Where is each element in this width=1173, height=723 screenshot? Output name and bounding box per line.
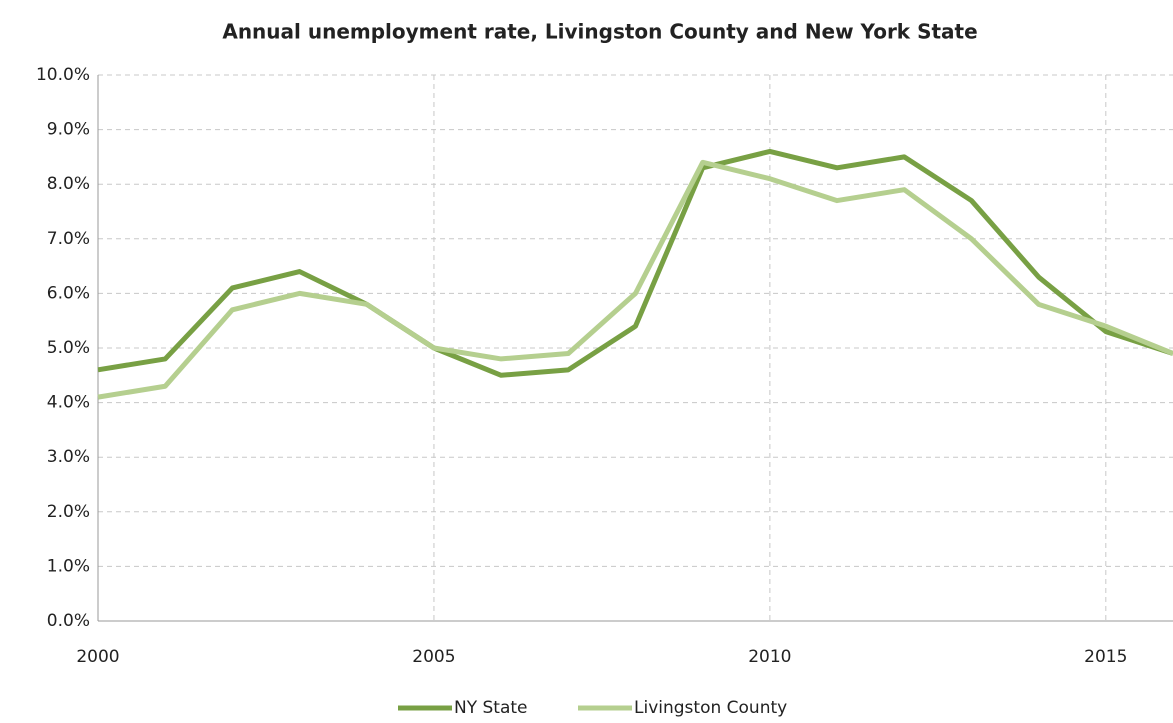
series-line (97, 159, 1173, 400)
y-tick-label: 1.0% (47, 556, 90, 576)
legend-label: Livingston County (634, 698, 787, 718)
y-tick-label: 0.0% (47, 611, 90, 631)
y-tick-label: 5.0% (47, 338, 90, 358)
y-tick-label: 4.0% (47, 393, 90, 413)
series-line (97, 148, 1173, 378)
legend-label: NY State (454, 698, 528, 718)
y-tick-label: 10.0% (36, 65, 90, 85)
x-tick-label: 2000 (76, 647, 119, 667)
y-tick-label: 7.0% (47, 229, 90, 249)
chart-title: Annual unemployment rate, Livingston Cou… (222, 20, 977, 44)
y-tick-label: 2.0% (47, 502, 90, 522)
y-tick-label: 3.0% (47, 447, 90, 467)
x-tick-label: 2015 (1084, 647, 1127, 667)
y-tick-label: 6.0% (47, 283, 90, 303)
y-tick-label: 9.0% (47, 120, 90, 140)
x-tick-label: 2005 (412, 647, 455, 667)
y-tick-label: 8.0% (47, 174, 90, 194)
x-tick-label: 2010 (748, 647, 791, 667)
